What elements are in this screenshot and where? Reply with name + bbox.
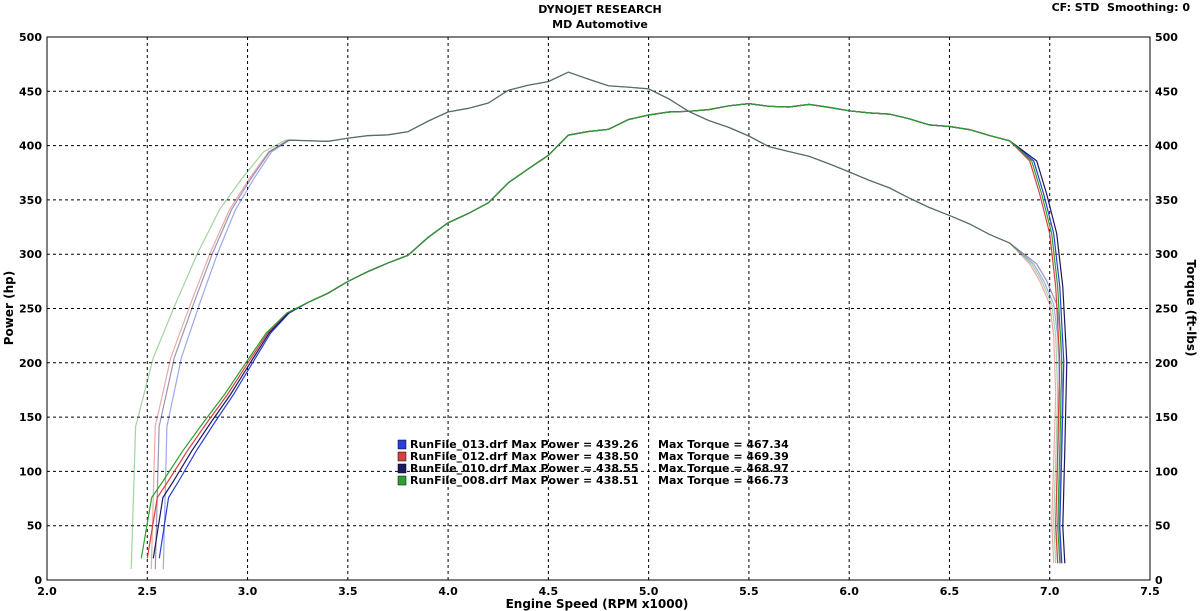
x-tick-label: 4.5 [539, 585, 559, 598]
torque-curves [130, 71, 1064, 570]
y-tick-label-left: 50 [27, 520, 43, 533]
y-tick-label-right: 500 [1155, 31, 1178, 44]
y-tick-label-right: 350 [1155, 194, 1178, 207]
settings-readout: CF: STD Smoothing: 0 [1052, 1, 1190, 14]
legend: RunFile_013.drf Max Power = 439.26 Max To… [397, 438, 789, 487]
x-tick-label: 3.5 [338, 585, 358, 598]
y-tick-label-right: 200 [1155, 357, 1178, 370]
y-tick-label-left: 400 [19, 140, 42, 153]
torque-curve-RunFile_012.drf [150, 71, 1057, 570]
y-tick-label-left: 250 [19, 303, 42, 316]
legend-run-label: RunFile_008.drf Max Power = 438.51 [410, 474, 639, 487]
y-tick-label-right: 450 [1155, 85, 1178, 98]
legend-swatch [397, 439, 407, 450]
y-tick-label-left: 300 [19, 248, 42, 261]
x-tick-label: 4.0 [438, 585, 458, 598]
y-tick-label-left: 500 [19, 31, 42, 44]
chart-subtitle: MD Automotive [552, 18, 648, 31]
y-tick-label-right: 0 [1155, 574, 1163, 587]
power-curve-RunFile_012.drf [146, 102, 1061, 564]
y-tick-label-right: 250 [1155, 303, 1178, 316]
y-tick-label-right: 300 [1155, 248, 1178, 261]
y-tick-label-left: 100 [19, 465, 42, 478]
x-axis-label: Engine Speed (RPM x1000) [506, 597, 689, 611]
y-tick-label-left: 450 [19, 85, 42, 98]
x-tick-label: 2.5 [138, 585, 158, 598]
chart-title: DYNOJET RESEARCH [538, 3, 662, 16]
x-tick-label: 2.0 [37, 585, 57, 598]
legend-torque-label: Max Torque = 468.97 [658, 462, 789, 475]
x-tick-label: 5.5 [739, 585, 759, 598]
power-curves [140, 102, 1068, 564]
y-axis-label-right: Torque (ft-lbs) [1184, 260, 1198, 357]
smoothing-label: Smoothing: 0 [1107, 1, 1190, 14]
x-tick-label: 6.5 [940, 585, 960, 598]
x-tick-label: 7.0 [1040, 585, 1060, 598]
plot-frame [46, 36, 1151, 581]
torque-curve-RunFile_010.drf [154, 71, 1064, 570]
tick-labels: 2.0 2.5 3.0 3.5 4.0 4.5 5.0 5.5 6.0 6.5 7.0 7.50 050… [19, 31, 1178, 598]
torque-curve-RunFile_013.drf [162, 71, 1061, 570]
legend-torque-label: Max Torque = 466.73 [658, 474, 789, 487]
x-tick-label: 7.5 [1140, 585, 1160, 598]
legend-run-label: RunFile_013.drf Max Power = 439.26 [410, 438, 639, 451]
x-tick-label: 6.0 [839, 585, 859, 598]
legend-swatch [397, 463, 407, 474]
y-tick-label-right: 400 [1155, 140, 1178, 153]
y-tick-label-right: 50 [1155, 520, 1171, 533]
legend-swatch [397, 475, 407, 486]
grid-layer [47, 37, 1150, 580]
power-curve-RunFile_008.drf [140, 102, 1063, 564]
y-axis-label-left: Power (hp) [2, 271, 16, 345]
power-curve-RunFile_010.drf [152, 102, 1068, 564]
legend-torque-label: Max Torque = 467.34 [658, 438, 789, 451]
power-curve-RunFile_013.drf [158, 102, 1065, 564]
x-tick-label: 5.0 [639, 585, 659, 598]
y-tick-label-right: 100 [1155, 465, 1178, 478]
legend-torque-label: Max Torque = 469.39 [658, 450, 789, 463]
y-tick-label-right: 150 [1155, 411, 1178, 424]
legend-run-label: RunFile_010.drf Max Power = 438.55 [410, 462, 639, 475]
y-tick-label-left: 200 [19, 357, 42, 370]
y-tick-label-left: 350 [19, 194, 42, 207]
x-tick-label: 3.0 [238, 585, 258, 598]
y-tick-label-left: 150 [19, 411, 42, 424]
cf-label: CF: STD [1051, 1, 1100, 14]
torque-curve-RunFile_008.drf [130, 71, 1059, 570]
legend-run-label: RunFile_012.drf Max Power = 438.50 [410, 450, 639, 463]
legend-swatch [397, 451, 407, 462]
y-tick-label-left: 0 [34, 574, 42, 587]
